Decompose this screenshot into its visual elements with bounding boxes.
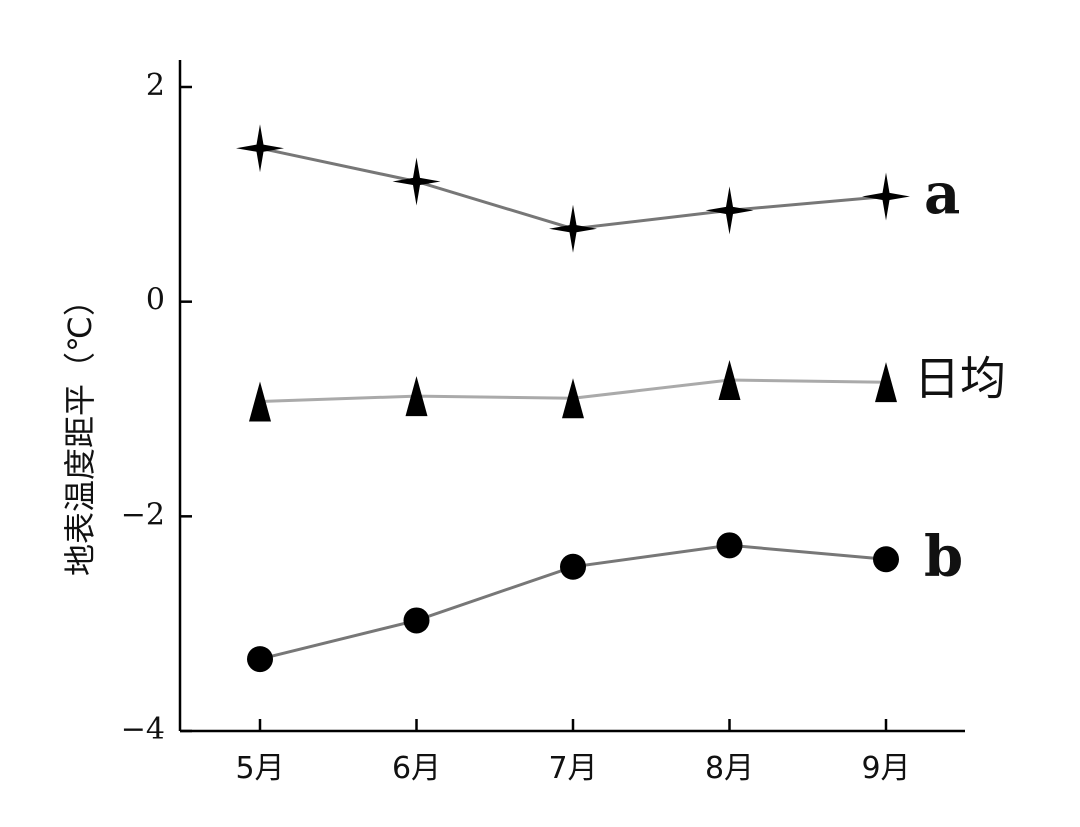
data-point-star [705, 186, 754, 235]
data-point-star [392, 157, 441, 206]
y-axis-label: 地表温度距平（℃） [61, 284, 99, 576]
y-tick-label: −2 [121, 497, 165, 532]
series-label: b [924, 524, 963, 590]
y-tick-label: 2 [146, 68, 165, 103]
data-point-triangle [405, 376, 428, 417]
data-point-star [549, 204, 597, 253]
y-tick-label: 0 [146, 283, 165, 318]
series-label: 日均 [914, 352, 1006, 406]
series-2 [249, 360, 897, 422]
x-tick-label: 9月 [861, 751, 910, 786]
data-point-circle [560, 553, 586, 580]
data-point-circle [716, 532, 743, 559]
data-point-triangle [875, 362, 897, 403]
data-point-circle [247, 646, 273, 673]
series-1 [236, 124, 910, 253]
y-ticks: 2 0 −2 −4 [121, 68, 192, 747]
data-point-circle [873, 546, 899, 573]
x-tick-label: 6月 [392, 751, 441, 786]
x-ticks: 5月 6月 7月 8月 9月 [235, 719, 911, 786]
data-point-star [236, 124, 284, 173]
x-tick-label: 7月 [548, 751, 597, 786]
data-point-triangle [562, 378, 584, 419]
data-point-triangle [249, 381, 271, 422]
series-label: a [924, 161, 960, 227]
data-point-triangle [718, 360, 741, 401]
series-layer [236, 124, 910, 673]
x-tick-label: 8月 [705, 751, 754, 786]
x-tick-label: 5月 [235, 751, 284, 786]
y-tick-label: −4 [121, 712, 165, 747]
series-3 [247, 532, 899, 673]
data-point-star [862, 172, 910, 221]
series-labels: a 日均 b [914, 161, 1006, 590]
data-point-circle [403, 607, 430, 634]
